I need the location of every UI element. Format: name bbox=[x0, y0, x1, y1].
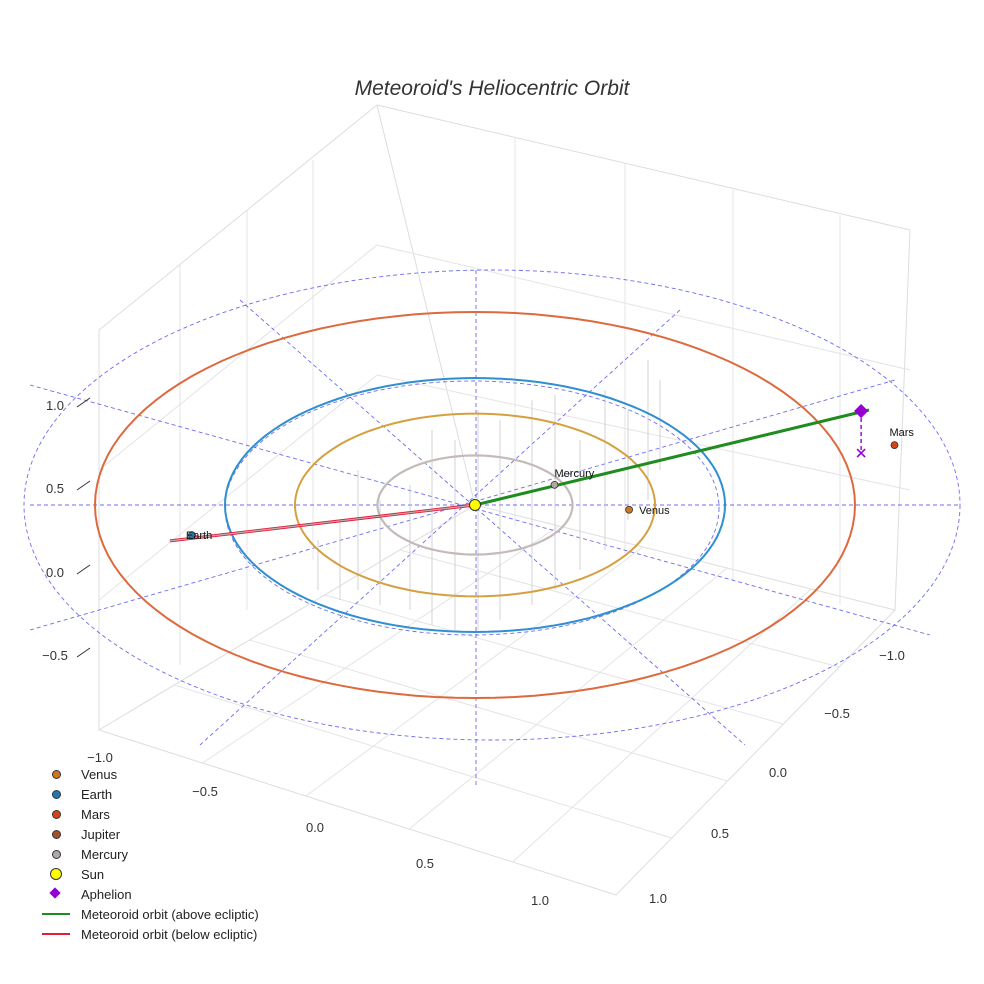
legend-swatch bbox=[52, 770, 61, 779]
legend-symbol bbox=[40, 764, 74, 784]
legend-symbol bbox=[40, 844, 74, 864]
legend-item: Mars bbox=[40, 804, 259, 824]
z-tick-label: 1.0 bbox=[46, 398, 64, 413]
legend-label: Meteoroid orbit (above ecliptic) bbox=[81, 906, 259, 922]
orbit-venus bbox=[293, 412, 656, 598]
legend-label: Mars bbox=[81, 806, 110, 822]
legend-label: Earth bbox=[81, 786, 113, 802]
meteoroid-below-overlay bbox=[169, 504, 476, 542]
legend-symbol bbox=[40, 924, 74, 944]
planet-mars bbox=[890, 441, 899, 450]
legend-item: Meteoroid orbit (below ecliptic) bbox=[40, 924, 259, 944]
floor-grid-line bbox=[324, 594, 784, 725]
legend-label: Mercury bbox=[81, 846, 128, 862]
bodies bbox=[188, 403, 899, 540]
legend-item: Sun bbox=[40, 864, 259, 884]
planet-earth bbox=[188, 531, 196, 540]
reference-ray bbox=[239, 299, 746, 746]
x-tick-label: 1.0 bbox=[649, 891, 667, 906]
sun-marker bbox=[469, 499, 481, 511]
legend-swatch bbox=[52, 810, 61, 819]
legend-item: Venus bbox=[40, 764, 259, 784]
legend-swatch bbox=[49, 887, 61, 899]
legend-symbol bbox=[40, 864, 74, 884]
planet-label-mercury: Mercury bbox=[555, 468, 595, 480]
orbit-earth bbox=[223, 376, 726, 634]
orbit-mercury bbox=[376, 454, 574, 556]
floor-grid-line bbox=[202, 525, 560, 764]
reference-lines bbox=[23, 269, 961, 785]
aphelion-projection-x bbox=[856, 448, 866, 458]
z-tick-mark bbox=[76, 397, 91, 408]
planet-label-venus: Venus bbox=[639, 505, 670, 517]
z-tick-mark bbox=[76, 564, 91, 575]
legend-swatch bbox=[42, 913, 70, 915]
legend-swatch bbox=[52, 850, 61, 859]
y-tick-label: 0.0 bbox=[306, 820, 324, 835]
planet-mercury bbox=[550, 480, 559, 489]
planet-label-mars: Mars bbox=[889, 427, 914, 439]
y-tick-label: −0.5 bbox=[192, 784, 218, 799]
legend-symbol bbox=[40, 784, 74, 804]
x-tick-label: 0.5 bbox=[711, 826, 729, 841]
legend-symbol bbox=[40, 904, 74, 924]
reference-ray bbox=[199, 309, 681, 746]
x-tick-label: 0.0 bbox=[769, 765, 787, 780]
floor-grid-line bbox=[305, 546, 644, 797]
legend-item: Meteoroid orbit (above ecliptic) bbox=[40, 904, 259, 924]
axes-grid bbox=[97, 104, 911, 896]
legend-swatch bbox=[50, 868, 62, 880]
legend-item: Mercury bbox=[40, 844, 259, 864]
text-labels: Meteoroid's Heliocentric Orbit Venus Earth… bbox=[42, 77, 914, 908]
legend-label: Meteoroid orbit (below ecliptic) bbox=[81, 926, 258, 942]
z-tick-mark bbox=[76, 480, 91, 491]
wall-grid-line bbox=[98, 244, 911, 471]
meteoroid-above-line bbox=[474, 408, 870, 507]
planet-label-earth: Earth bbox=[186, 530, 212, 542]
legend-item: Aphelion bbox=[40, 884, 259, 904]
chart-title: Meteoroid's Heliocentric Orbit bbox=[355, 77, 631, 100]
legend-swatch bbox=[52, 790, 61, 799]
wall-grid-line bbox=[98, 374, 911, 601]
legend-label: Venus bbox=[81, 766, 118, 782]
legend-symbol bbox=[40, 884, 74, 904]
y-tick-label: −1.0 bbox=[87, 750, 113, 765]
legend: Venus Earth Mars Jupiter Mercury Sun Aphelion M… bbox=[40, 764, 259, 944]
meteoroid-orbit bbox=[169, 408, 870, 543]
legend-swatch bbox=[42, 933, 70, 935]
floor-grid-line bbox=[174, 684, 672, 839]
ecliptic-ellipse bbox=[23, 269, 961, 741]
legend-label: Jupiter bbox=[81, 826, 121, 842]
y-tick-label: 0.5 bbox=[416, 856, 434, 871]
floor-grid-line bbox=[512, 588, 812, 863]
legend-symbol bbox=[40, 824, 74, 844]
aphelion-marker bbox=[854, 403, 869, 419]
z-tick-label: 0.0 bbox=[46, 565, 64, 580]
legend-symbol bbox=[40, 804, 74, 824]
reference-ray bbox=[29, 384, 931, 636]
legend-item: Earth bbox=[40, 784, 259, 804]
back-wall bbox=[376, 104, 911, 611]
floor-grid-line bbox=[408, 567, 728, 830]
z-tick-mark bbox=[76, 647, 91, 658]
planet-orbits bbox=[93, 310, 856, 700]
legend-swatch bbox=[52, 830, 61, 839]
z-tick-label: −0.5 bbox=[42, 648, 68, 663]
y-tick-label: 1.0 bbox=[531, 893, 549, 908]
x-tick-label: −0.5 bbox=[824, 706, 850, 721]
orbit-mars bbox=[93, 310, 856, 700]
planet-venus bbox=[625, 505, 633, 514]
legend-label: Sun bbox=[81, 866, 105, 882]
floor-grid-line bbox=[249, 639, 728, 782]
legend-item: Jupiter bbox=[40, 824, 259, 844]
z-tick-label: 0.5 bbox=[46, 481, 64, 496]
legend-label: Aphelion bbox=[81, 886, 132, 902]
drop-lines bbox=[317, 360, 661, 630]
x-tick-label: −1.0 bbox=[879, 648, 905, 663]
